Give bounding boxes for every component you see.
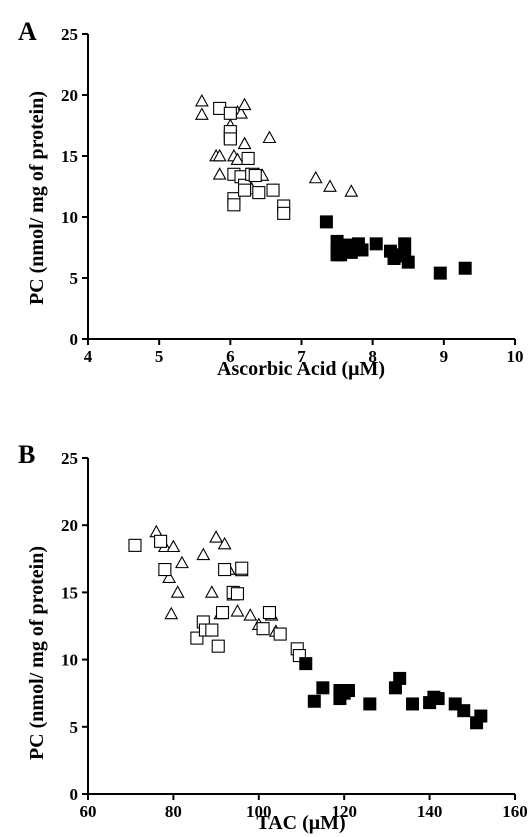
x-tick-label-a: 9 — [440, 347, 449, 366]
data-point-triangle-a — [230, 152, 245, 166]
y-tick-label-b: 10 — [61, 651, 78, 670]
data-point-triangle-b — [217, 536, 232, 550]
data-point-triangle-a — [194, 107, 209, 120]
data-point-open-square-b — [262, 606, 277, 620]
data-point-open-square-a — [241, 151, 255, 165]
x-tick-label-b: 100 — [246, 802, 272, 821]
data-point-filled-square-b — [393, 671, 407, 685]
data-point-filled-square-b — [431, 692, 445, 706]
data-point-filled-square-a — [401, 255, 415, 269]
data-point-filled-square-b — [457, 704, 471, 718]
x-axis-title-b: TAC (μM) — [256, 812, 345, 834]
data-point-open-square-a — [266, 183, 280, 197]
data-point-triangle-b — [209, 530, 224, 543]
data-point-open-square-b — [230, 587, 244, 601]
data-point-triangle-b — [166, 539, 181, 553]
y-tick-label-a: 25 — [61, 25, 78, 44]
data-point-triangle-b — [170, 585, 185, 598]
plot-area-b: 60 80 100 120 140 160 0 5 10 15 20 25 — [61, 449, 528, 821]
data-point-filled-square-a — [398, 237, 412, 251]
data-point-filled-square-b — [307, 694, 321, 708]
x-tick-label-b: 80 — [165, 802, 182, 821]
data-point-triangle-a — [194, 93, 209, 107]
y-tick-label-b: 0 — [70, 785, 79, 804]
x-tick-label-b: 140 — [417, 802, 443, 821]
data-point-triangle-a — [323, 179, 337, 192]
data-point-filled-square-a — [433, 266, 447, 280]
scatter-chart-b: B 60 80 100 120 140 160 0 5 10 15 20 25 TAC (μM) PC… — [18, 440, 528, 834]
data-point-triangle-a — [262, 130, 277, 144]
data-point-filled-square-a — [355, 243, 369, 257]
data-point-triangle-b — [230, 604, 245, 617]
data-point-open-square-a — [223, 132, 237, 146]
y-axis-title-a: PC (nmol/ mg of protein) — [26, 91, 48, 305]
x-tick-label-a: 7 — [297, 347, 306, 366]
data-point-triangle-b — [204, 585, 219, 598]
y-tick-label-b: 15 — [61, 583, 78, 602]
data-point-triangle-b — [243, 608, 258, 621]
data-point-open-square-a — [277, 206, 291, 220]
plot-area-a: 4 5 6 7 8 9 10 0 5 10 15 20 25 — [61, 25, 524, 366]
data-point-triangle-a — [237, 97, 252, 111]
data-point-filled-square-b — [406, 697, 420, 711]
y-tick-label-a: 15 — [61, 147, 78, 166]
data-point-triangle-b — [175, 555, 189, 569]
data-point-triangle-a — [308, 170, 323, 184]
data-point-filled-square-b — [474, 709, 488, 723]
x-tick-label-a: 4 — [84, 347, 93, 366]
panel-letter-b: B — [18, 440, 35, 469]
data-point-filled-square-b — [341, 684, 355, 698]
data-point-open-square-a — [223, 106, 237, 120]
data-point-open-square-a — [227, 198, 241, 212]
data-point-open-square-b — [273, 627, 287, 641]
data-point-triangle-a — [237, 136, 252, 150]
data-point-open-square-b — [256, 622, 270, 636]
data-point-filled-square-b — [316, 681, 330, 695]
x-tick-label-a: 10 — [507, 347, 524, 366]
x-tick-label-b: 120 — [331, 802, 357, 821]
data-point-filled-square-b — [363, 697, 377, 711]
data-point-filled-square-b — [299, 657, 313, 671]
data-point-open-square-b — [205, 623, 219, 637]
scatter-panel-a: A 4 5 6 7 8 9 10 0 5 10 15 20 25 Ascorbic Acid (μM) … — [0, 0, 532, 418]
data-point-open-square-b — [218, 563, 232, 577]
y-tick-label-a: 10 — [61, 208, 78, 227]
data-point-open-square-b — [215, 606, 230, 620]
data-point-triangle-a — [212, 167, 227, 180]
data-point-open-square-a — [252, 186, 266, 200]
data-point-triangle-b — [162, 570, 177, 583]
x-tick-label-b: 160 — [502, 802, 528, 821]
data-point-open-square-b — [128, 538, 142, 552]
y-tick-label-b: 20 — [61, 516, 78, 535]
data-point-open-square-b — [211, 639, 225, 653]
y-tick-label-a: 5 — [70, 269, 79, 288]
data-point-filled-square-a — [458, 261, 472, 275]
data-point-open-square-b — [158, 563, 172, 577]
x-tick-label-a: 8 — [368, 347, 377, 366]
data-point-filled-square-a — [319, 215, 333, 229]
data-point-triangle-a — [212, 148, 227, 162]
y-axis-title-b: PC (nmol/ mg of protein) — [26, 546, 48, 760]
data-point-open-square-b — [154, 534, 168, 548]
data-point-triangle-b — [164, 606, 179, 620]
y-tick-label-a: 20 — [61, 86, 78, 105]
data-point-open-square-b — [235, 561, 249, 575]
data-point-open-square-a — [248, 168, 262, 183]
data-point-triangle-a — [234, 106, 248, 119]
data-point-filled-square-a — [369, 237, 383, 251]
y-tick-label-b: 25 — [61, 449, 78, 468]
data-point-open-square-a — [238, 183, 252, 197]
x-axis-title-a: Ascorbic Acid (μM) — [217, 358, 385, 380]
panel-letter-a: A — [18, 17, 37, 46]
data-point-triangle-a — [344, 184, 359, 197]
y-tick-label-a: 0 — [70, 330, 79, 349]
x-tick-label-b: 60 — [80, 802, 97, 821]
data-point-triangle-b — [196, 547, 211, 561]
x-tick-label-a: 5 — [155, 347, 164, 366]
scatter-panel-b: B 60 80 100 120 140 160 0 5 10 15 20 25 TAC (μM) PC… — [0, 418, 532, 836]
y-tick-label-b: 5 — [70, 718, 79, 737]
x-tick-label-a: 6 — [226, 347, 235, 366]
